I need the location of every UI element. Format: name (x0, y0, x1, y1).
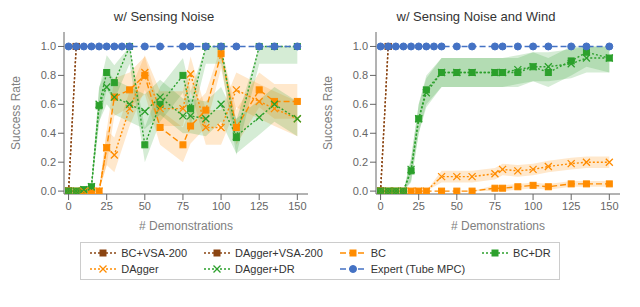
svg-text:0.6: 0.6 (353, 98, 368, 110)
svg-text:75: 75 (489, 200, 501, 212)
svg-text:25: 25 (101, 200, 113, 212)
html-text:BC: BC (370, 247, 386, 259)
html-text:DAgger+DR: DAgger+DR (235, 263, 295, 275)
svg-text:0.4: 0.4 (41, 127, 56, 139)
svg-text:Success Rate: Success Rate (321, 76, 335, 150)
svg-text:0.4: 0.4 (353, 127, 368, 139)
svg-text:0.8: 0.8 (353, 69, 368, 81)
svg-text:25: 25 (413, 200, 425, 212)
svg-text:# Demonstrations: # Demonstrations (139, 219, 233, 233)
html-text:DAgger: DAgger (121, 263, 159, 275)
html-text:BC+DR: BC+DR (513, 247, 551, 259)
svg-text:0.2: 0.2 (353, 156, 368, 168)
svg-text:0: 0 (66, 200, 72, 212)
svg-text:75: 75 (177, 200, 189, 212)
html-text:Expert (Tube MPC): Expert (Tube MPC) (370, 263, 466, 275)
svg-text:1.0: 1.0 (353, 40, 368, 52)
svg-text:100: 100 (212, 200, 230, 212)
svg-text:100: 100 (524, 200, 542, 212)
html-text:DAgger+VSA-200: DAgger+VSA-200 (235, 247, 323, 259)
svg-text:Success Rate: Success Rate (9, 76, 23, 150)
svg-text:0.8: 0.8 (41, 69, 56, 81)
svg-text:150: 150 (288, 200, 306, 212)
html-text:w/ Sensing Noise and Wind: w/ Sensing Noise and Wind (396, 9, 556, 24)
svg-text:0: 0 (378, 200, 384, 212)
svg-text:0.2: 0.2 (41, 156, 56, 168)
svg-text:50: 50 (451, 200, 463, 212)
svg-text:125: 125 (562, 200, 580, 212)
svg-text:# Demonstrations: # Demonstrations (451, 219, 545, 233)
svg-text:50: 50 (139, 200, 151, 212)
svg-text:1.0: 1.0 (41, 40, 56, 52)
svg-text:125: 125 (250, 200, 268, 212)
svg-text:0.6: 0.6 (41, 98, 56, 110)
html-text:BC+VSA-200: BC+VSA-200 (121, 247, 187, 259)
svg-text:0.0: 0.0 (353, 185, 368, 197)
html-text:w/ Sensing Noise: w/ Sensing Noise (113, 9, 215, 24)
svg-text:0.0: 0.0 (41, 185, 56, 197)
svg-text:150: 150 (600, 200, 618, 212)
